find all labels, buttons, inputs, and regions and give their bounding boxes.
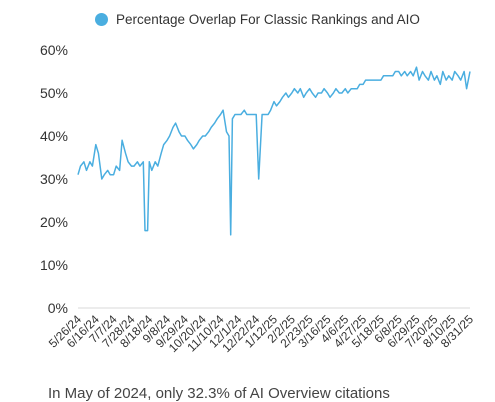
y-tick-label: 40% — [40, 128, 68, 144]
y-tick-label: 20% — [40, 214, 68, 230]
y-tick-label: 60% — [40, 42, 68, 58]
legend-swatch-icon — [95, 13, 108, 26]
series-line — [77, 66, 471, 236]
y-tick-label: 30% — [40, 171, 68, 187]
y-tick-label: 50% — [40, 85, 68, 101]
y-tick-label: 0% — [48, 300, 68, 316]
caption-text: In May of 2024, only 32.3% of AI Overvie… — [48, 385, 390, 402]
y-tick-label: 10% — [40, 257, 68, 273]
legend-label: Percentage Overlap For Classic Rankings … — [116, 12, 420, 27]
legend: Percentage Overlap For Classic Rankings … — [95, 12, 420, 27]
